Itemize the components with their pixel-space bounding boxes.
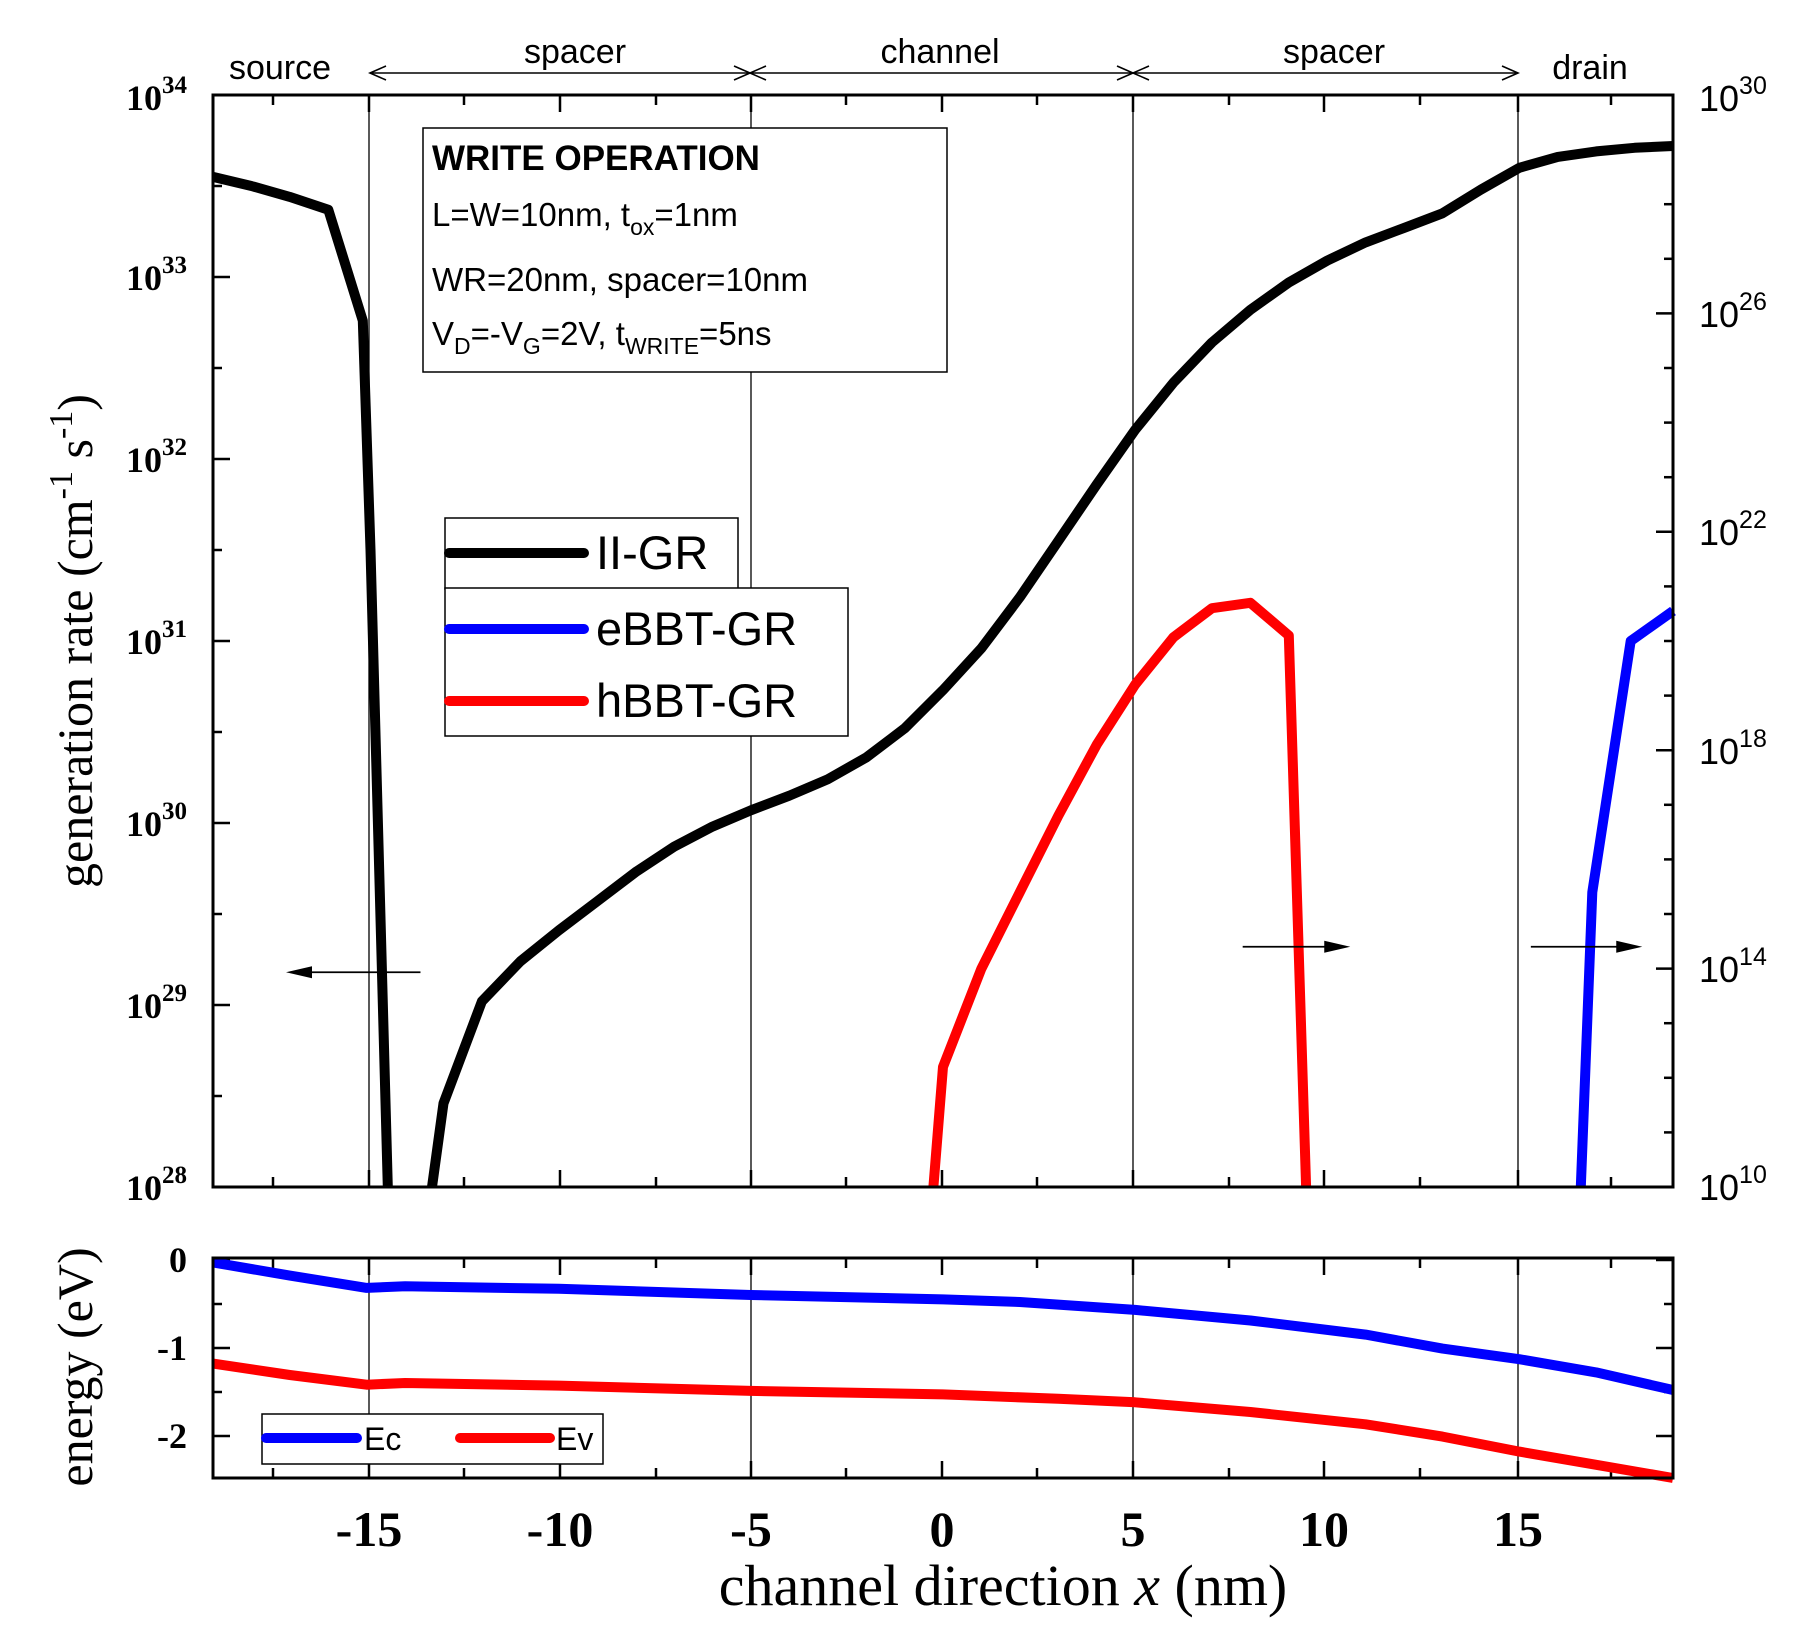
axis-arrow-layer xyxy=(286,940,1643,979)
right-y-tick-label: 1014 xyxy=(1699,943,1767,990)
left-y-tick-label: 1029 xyxy=(126,980,187,1026)
top-panel: 1028 1029 1030 1031 1032 1033 1034 1010 … xyxy=(43,72,1767,1208)
left-y-tick-label: 1032 xyxy=(126,434,187,480)
bottom-legend: Ec Ev xyxy=(261,1413,604,1465)
left-y-tick-label: 1028 xyxy=(126,1162,187,1208)
bottom-y-tick-label: -1 xyxy=(157,1328,187,1368)
x-axis-label: channel direction x (nm) xyxy=(719,1553,1288,1618)
legend-label: Ev xyxy=(556,1421,593,1457)
bottom-plot-frame xyxy=(211,1256,1675,1480)
x-tick-label: -5 xyxy=(730,1501,772,1557)
right-y-tick-label: 1030 xyxy=(1699,72,1767,119)
axis-arrow-ii-gr xyxy=(286,966,421,979)
top-series-layer xyxy=(211,141,1676,1188)
axis-arrow-ebbt-gr xyxy=(1530,940,1643,953)
legend-label: eBBT-GR xyxy=(596,602,797,655)
axis-arrow-hbbt-gr xyxy=(1242,940,1351,953)
legend-label: Ec xyxy=(364,1421,401,1457)
left-y-tick-label: 1034 xyxy=(126,72,188,118)
series-line-ii-gr xyxy=(427,141,1674,1188)
bottom-y-tick-labels: 0 -1 -2 xyxy=(157,1240,187,1456)
x-tick-label: -10 xyxy=(527,1501,594,1557)
x-tick-label: 5 xyxy=(1121,1501,1146,1557)
region-label-spacer-left: spacer xyxy=(524,33,626,71)
right-y-tick-labels: 1010 1014 1018 1022 1026 1030 xyxy=(1699,72,1767,1208)
right-y-tick-label: 1022 xyxy=(1699,506,1767,553)
write-operation-annotation: WRITE OPERATION L=W=10nm, tox=1nm WR=20n… xyxy=(422,127,948,373)
annotation-title: WRITE OPERATION xyxy=(432,139,760,178)
bottom-panel: 0 -1 -2 Ec Ev energy (eV) xyxy=(47,1240,1675,1487)
left-y-tick-label: 1033 xyxy=(126,252,187,298)
annotation-line-1: L=W=10nm, tox=1nm xyxy=(432,196,738,240)
series-line-hbbt-gr xyxy=(928,597,1312,1188)
bottom-y-tick-label: -2 xyxy=(157,1416,187,1456)
annotation-line-3: VD=-VG=2V, tWRITE=5ns xyxy=(432,315,772,359)
series-line-ebbt-gr xyxy=(1575,606,1676,1188)
top-plot-frame xyxy=(211,93,1675,1189)
region-label-channel: channel xyxy=(880,33,999,71)
right-y-tick-label: 1026 xyxy=(1699,288,1767,335)
legend-label: II-GR xyxy=(596,526,708,579)
legend-label: hBBT-GR xyxy=(596,674,797,727)
bottom-y-axis-label: energy (eV) xyxy=(47,1247,103,1486)
series-line-ev xyxy=(212,1358,1674,1483)
region-arrows xyxy=(368,65,1520,81)
x-tick-label: 15 xyxy=(1493,1501,1543,1557)
region-label-spacer-right: spacer xyxy=(1283,33,1385,71)
bottom-series-layer xyxy=(212,1257,1675,1483)
left-y-tick-label: 1031 xyxy=(126,616,187,662)
x-tick-label: -15 xyxy=(336,1501,403,1557)
series-line-ii-gr xyxy=(211,172,393,1188)
x-tick-label: 10 xyxy=(1299,1501,1349,1557)
region-label-drain: drain xyxy=(1552,49,1628,87)
left-y-tick-label: 1030 xyxy=(126,798,187,844)
right-y-tick-label: 1018 xyxy=(1699,725,1767,772)
region-label-source: source xyxy=(229,49,331,87)
series-line-ec xyxy=(212,1257,1675,1395)
top-y-axis-label: generation rate (cm-1 s-1) xyxy=(43,394,103,888)
bottom-y-tick-label: 0 xyxy=(169,1240,187,1280)
x-tick-labels: -15 -10 -5 0 5 10 15 xyxy=(336,1501,1543,1557)
top-x-minor-ticks xyxy=(271,95,1613,1187)
x-tick-label: 0 xyxy=(930,1501,955,1557)
top-legend: II-GR eBBT-GR hBBT-GR xyxy=(444,517,849,737)
left-y-tick-labels: 1028 1029 1030 1031 1032 1033 1034 xyxy=(126,72,188,1208)
right-y-tick-label: 1010 xyxy=(1699,1161,1767,1208)
region-header: source spacer channel spacer drain xyxy=(229,33,1628,87)
annotation-line-2: WR=20nm, spacer=10nm xyxy=(432,261,808,298)
